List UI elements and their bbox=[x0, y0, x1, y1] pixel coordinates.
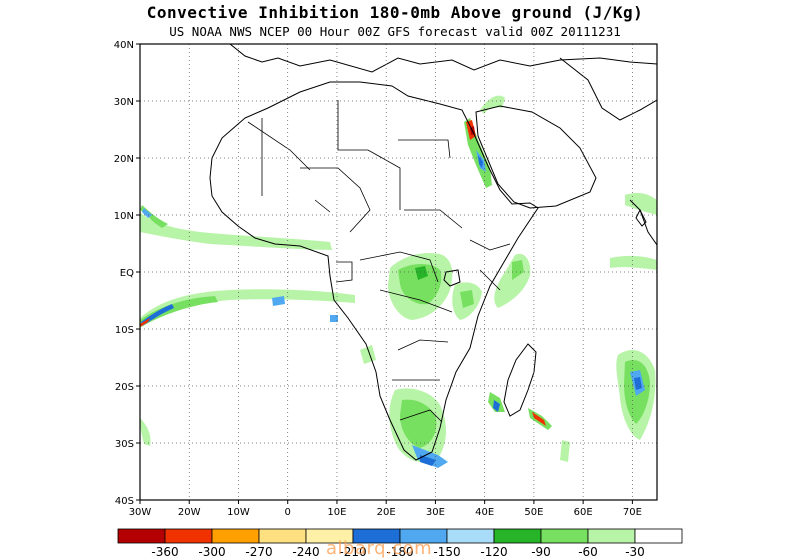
x-tick-label: 30W bbox=[129, 507, 152, 518]
chart-title: Convective Inhibition 180-0mb Above grou… bbox=[146, 3, 644, 22]
y-tick-label: 40S bbox=[115, 496, 134, 507]
y-tick-label: 10N bbox=[114, 211, 134, 222]
x-tick-label: 40E bbox=[475, 507, 494, 518]
x-tick-label: 10E bbox=[327, 507, 346, 518]
grid-lines bbox=[139, 43, 657, 501]
legend-label: -240 bbox=[292, 545, 319, 559]
y-tick-label: 20S bbox=[115, 382, 134, 393]
legend-swatch bbox=[634, 528, 683, 544]
legend-swatch bbox=[211, 528, 260, 544]
y-axis-ticks: 40N 30N 20N 10N EQ 10S 20S 30S 40S bbox=[114, 40, 140, 507]
x-tick-label: 20E bbox=[377, 507, 396, 518]
x-axis-ticks: 30W 20W 10W 0 10E 20E 30E 40E 50E 60E 70E bbox=[129, 500, 642, 518]
x-tick-label: 60E bbox=[574, 507, 593, 518]
coastlines bbox=[209, 44, 657, 461]
map-content bbox=[140, 44, 657, 468]
legend-swatch bbox=[446, 528, 495, 544]
legend-swatch bbox=[493, 528, 542, 544]
legend-label: -30 bbox=[625, 545, 645, 559]
y-tick-label: 20N bbox=[114, 154, 134, 165]
legend-swatch bbox=[540, 528, 589, 544]
legend-label: -360 bbox=[151, 545, 178, 559]
y-tick-label: EQ bbox=[120, 268, 134, 279]
x-tick-label: 0 bbox=[285, 507, 291, 518]
legend-swatch bbox=[117, 528, 166, 544]
x-tick-label: 20W bbox=[178, 507, 201, 518]
legend-label: -300 bbox=[198, 545, 225, 559]
x-tick-label: 10W bbox=[227, 507, 250, 518]
legend-label: -270 bbox=[245, 545, 272, 559]
chart-subtitle: US NOAA NWS NCEP 00 Hour 00Z GFS forecas… bbox=[169, 24, 621, 39]
watermark-text: albarq.com bbox=[326, 538, 433, 559]
color-legend: -360 -300 -270 -240 -210 -180 -150 -120 -90 -60 -3… bbox=[117, 528, 683, 559]
legend-label: -60 bbox=[578, 545, 598, 559]
legend-label: -90 bbox=[531, 545, 551, 559]
legend-label: -210 bbox=[339, 545, 366, 559]
legend-label: -180 bbox=[386, 545, 413, 559]
y-tick-label: 30S bbox=[115, 439, 134, 450]
y-tick-label: 10S bbox=[115, 325, 134, 336]
legend-swatch bbox=[587, 528, 636, 544]
legend-swatch bbox=[258, 528, 307, 544]
legend-label: -150 bbox=[433, 545, 460, 559]
x-tick-label: 30E bbox=[426, 507, 445, 518]
legend-swatch bbox=[164, 528, 213, 544]
x-tick-label: 50E bbox=[524, 507, 543, 518]
country-borders bbox=[247, 100, 511, 423]
y-tick-label: 40N bbox=[114, 40, 134, 51]
cin-shading bbox=[140, 95, 657, 468]
legend-label: -120 bbox=[480, 545, 507, 559]
y-tick-label: 30N bbox=[114, 97, 134, 108]
x-tick-label: 70E bbox=[623, 507, 642, 518]
